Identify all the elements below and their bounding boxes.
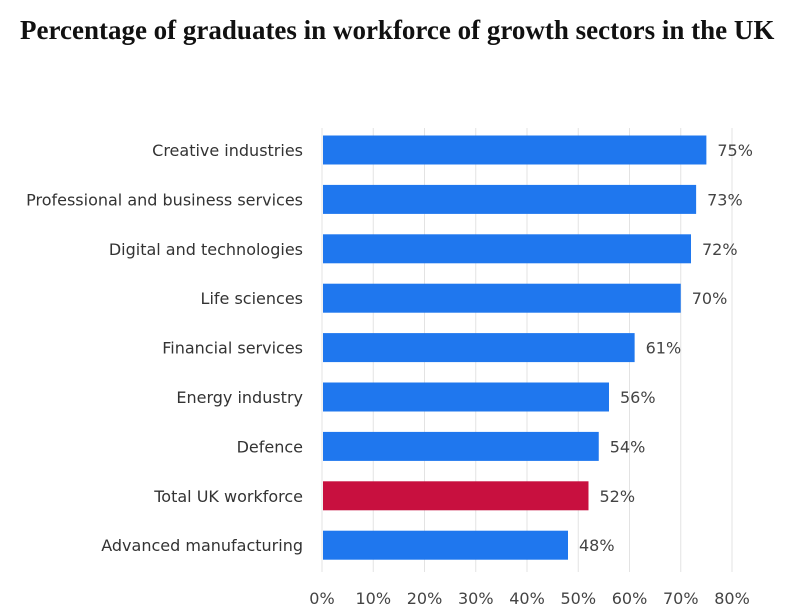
x-tick-label: 80% (714, 589, 750, 608)
x-tick-label: 20% (407, 589, 443, 608)
bar (323, 431, 599, 461)
bar (323, 135, 707, 165)
category-label: Advanced manufacturing (101, 536, 303, 555)
bar (323, 234, 691, 264)
value-label: 61% (646, 339, 682, 358)
value-label: 56% (620, 388, 656, 407)
value-label: 73% (707, 190, 743, 209)
category-label: Digital and technologies (109, 240, 303, 259)
x-tick-label: 50% (560, 589, 596, 608)
category-label: Creative industries (152, 141, 303, 160)
bar (323, 382, 609, 412)
bar (323, 333, 635, 363)
x-tick-label: 0% (309, 589, 334, 608)
category-label: Financial services (162, 339, 303, 358)
bar (323, 283, 681, 313)
x-tick-label: 70% (663, 589, 699, 608)
chart-title: Percentage of graduates in workforce of … (20, 15, 775, 45)
value-label: 54% (610, 437, 646, 456)
x-tick-label: 10% (355, 589, 391, 608)
bar (323, 481, 589, 511)
x-tick-label: 60% (612, 589, 648, 608)
x-axis-ticks: 0% 10% 20% 30% 40% 50% 60% 70% 80% (309, 589, 749, 608)
category-label: Defence (237, 437, 303, 456)
value-label: 52% (600, 487, 636, 506)
category-label: Professional and business services (26, 190, 303, 209)
category-labels: Creative industries Professional and busi… (26, 141, 303, 555)
value-label: 48% (579, 536, 615, 555)
x-tick-label: 30% (458, 589, 494, 608)
value-labels: 75% 73% 72% 70% 61% 56% 54% 52% 48% (579, 141, 753, 555)
bars (323, 135, 707, 560)
category-label: Total UK workforce (153, 487, 303, 506)
bar (323, 530, 568, 560)
bar (323, 184, 697, 214)
value-label: 70% (692, 289, 728, 308)
value-label: 75% (717, 141, 753, 160)
category-label: Life sciences (201, 289, 303, 308)
x-tick-label: 40% (509, 589, 545, 608)
value-label: 72% (702, 240, 738, 259)
category-label: Energy industry (176, 388, 303, 407)
